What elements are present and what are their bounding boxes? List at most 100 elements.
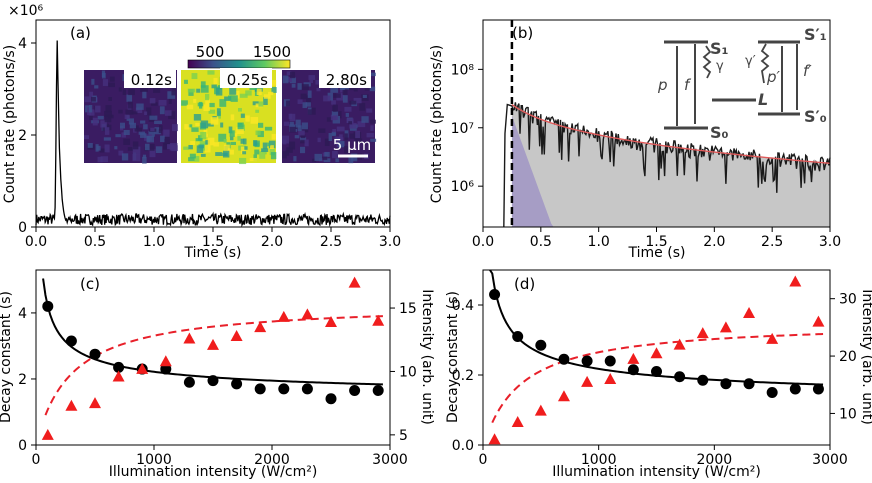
inset-pixel bbox=[195, 122, 202, 126]
inset-pixel bbox=[229, 87, 237, 95]
y2-tick-label: 30 bbox=[839, 292, 857, 308]
inset-pixel bbox=[267, 142, 271, 147]
inset-pixel bbox=[337, 111, 342, 119]
inset-pixel bbox=[237, 122, 244, 130]
inset-pixel bbox=[294, 135, 300, 139]
decay-point bbox=[65, 335, 77, 347]
inset-pixel bbox=[204, 144, 211, 153]
inset-pixel bbox=[149, 115, 158, 120]
x-tick-label: 0.5 bbox=[530, 234, 552, 250]
inset-pixel bbox=[100, 156, 108, 163]
inset-pixel bbox=[324, 151, 330, 157]
y-tick-label: 0 bbox=[18, 438, 27, 454]
x-tick-label: 2000 bbox=[254, 452, 290, 468]
y-tick-label: 10⁷ bbox=[451, 121, 474, 137]
inset-pixel bbox=[132, 146, 141, 155]
rate-label: f bbox=[684, 76, 692, 94]
decay-point bbox=[301, 383, 313, 395]
inset-pixel bbox=[286, 147, 293, 153]
fit-area-gray bbox=[511, 104, 830, 227]
decay-point bbox=[254, 383, 266, 395]
intensity-point bbox=[41, 428, 54, 440]
inset-pixel bbox=[167, 91, 176, 99]
inset-pixel bbox=[317, 137, 321, 143]
x-axis-label: Illumination intensity (W/cm²) bbox=[109, 464, 318, 480]
inset-pixel bbox=[240, 113, 245, 118]
y-tick-label: 4 bbox=[18, 36, 27, 52]
inset-pixel bbox=[136, 103, 144, 110]
inset-pixel bbox=[314, 153, 322, 162]
inset-pixel bbox=[318, 128, 326, 133]
inset-pixel bbox=[191, 73, 198, 80]
inset-pixel bbox=[158, 129, 162, 134]
inset-pixel bbox=[200, 85, 209, 93]
inset-pixel bbox=[354, 138, 363, 144]
y-axis-label: Count rate (photons/s) bbox=[2, 45, 18, 203]
decay-point bbox=[42, 300, 54, 312]
inset-pixel bbox=[353, 97, 362, 104]
intensity-point bbox=[207, 338, 219, 350]
inset-pixel bbox=[217, 85, 222, 90]
inset-pixel bbox=[132, 141, 139, 150]
inset-pixel bbox=[348, 155, 354, 164]
inset-pixel bbox=[148, 130, 155, 137]
inset-pixel bbox=[304, 139, 309, 147]
inset-pixel bbox=[171, 124, 178, 132]
inset-pixel bbox=[331, 111, 339, 117]
intensity-point bbox=[136, 362, 149, 374]
inset-pixel bbox=[125, 109, 134, 115]
inset-pixel bbox=[168, 97, 172, 104]
inset-pixel bbox=[263, 97, 268, 105]
inset-pixel bbox=[315, 79, 322, 85]
inset-pixel bbox=[263, 94, 271, 99]
inset-pixel bbox=[348, 121, 353, 125]
decay-point bbox=[812, 383, 824, 395]
inset-pixel bbox=[344, 133, 348, 141]
inset-pixel bbox=[126, 94, 133, 102]
inset-pixel bbox=[189, 153, 196, 159]
fit-area-purple bbox=[511, 115, 568, 227]
inset-pixel bbox=[328, 133, 332, 142]
panel-c-chart: 0 1000 2000 3000 0 2 4 5 10 15 Illumination intens… bbox=[0, 269, 435, 480]
inset-pixel bbox=[191, 127, 199, 132]
inset-pixel bbox=[143, 124, 148, 130]
inset-pixel bbox=[134, 127, 143, 132]
arrow-gamma-prime bbox=[760, 43, 770, 84]
inset-pixel bbox=[245, 90, 252, 96]
inset-pixel bbox=[122, 88, 127, 95]
inset-pixel bbox=[340, 88, 344, 93]
inset-pixel bbox=[190, 141, 196, 146]
inset-pixel bbox=[115, 134, 121, 138]
inset-pixel bbox=[309, 79, 313, 83]
inset-pixel bbox=[196, 145, 204, 153]
inset-pixel bbox=[302, 126, 309, 133]
inset-pixel bbox=[92, 117, 98, 126]
inset-pixel bbox=[224, 96, 232, 101]
inset-pixel bbox=[335, 158, 339, 163]
y-tick-label: 0.4 bbox=[452, 298, 474, 314]
inset-pixel bbox=[127, 101, 133, 109]
inset-pixel bbox=[187, 88, 196, 93]
inset-pixel bbox=[255, 130, 261, 136]
inset-pixel bbox=[333, 93, 341, 98]
inset-pixel bbox=[207, 137, 215, 146]
inset-pixel bbox=[253, 140, 258, 146]
inset-pixel bbox=[339, 134, 343, 141]
inset-pixel bbox=[171, 88, 176, 96]
inset-pixel bbox=[289, 77, 296, 84]
y-exponent-label: ×10⁶ bbox=[8, 3, 44, 19]
inset-pixel bbox=[326, 117, 332, 122]
inset-pixel bbox=[154, 120, 162, 125]
panel-c-intensity-fit bbox=[44, 315, 383, 416]
inset-pixel bbox=[270, 80, 277, 86]
inset-pixel bbox=[94, 85, 99, 89]
inset-pixel bbox=[199, 141, 207, 147]
inset-pixel bbox=[307, 109, 312, 115]
panel-d-intensity-fit bbox=[491, 333, 824, 424]
inset-pixel bbox=[200, 120, 209, 129]
intensity-point bbox=[511, 416, 524, 428]
inset-pixel bbox=[305, 102, 311, 107]
inset-pixel bbox=[121, 153, 129, 161]
inset-pixel bbox=[332, 115, 338, 120]
inset-pixel bbox=[96, 145, 101, 151]
